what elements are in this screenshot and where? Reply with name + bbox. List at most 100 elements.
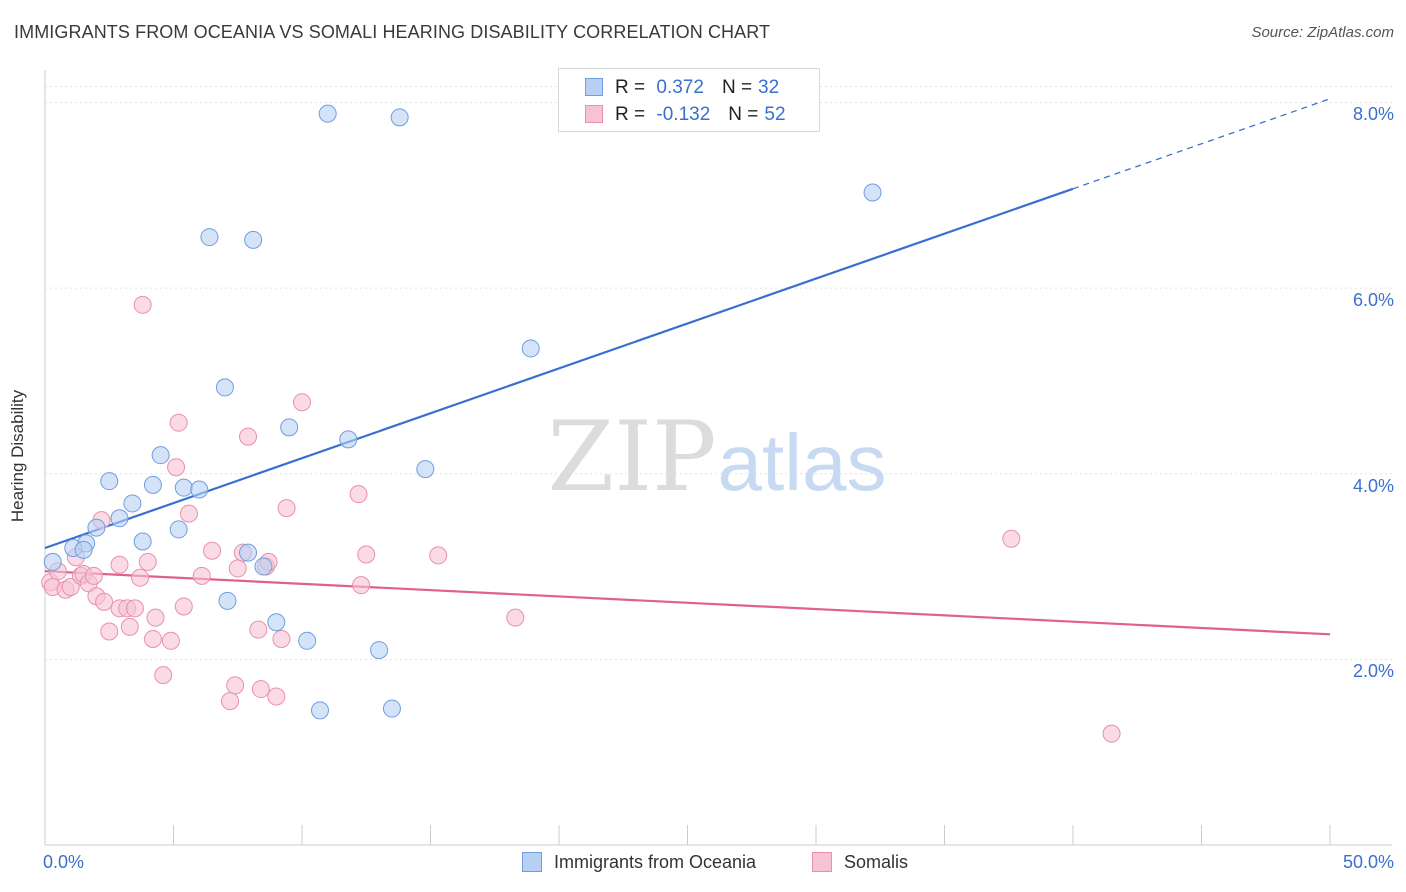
point-oceania — [244, 230, 263, 249]
bottom-legend-label-oceania: Immigrants from Oceania — [554, 852, 757, 872]
point-somalis — [272, 629, 291, 648]
bottom-legend-oceania: Immigrants from Oceania — [522, 852, 756, 873]
watermark-atlas: atlas — [718, 418, 887, 507]
point-oceania — [254, 557, 273, 576]
watermark-zip: ZIP — [547, 401, 716, 513]
point-somalis — [293, 393, 311, 412]
bottom-legend-label-somalis: Somalis — [844, 852, 909, 872]
point-somalis — [226, 676, 245, 695]
trend-line-somalis — [44, 570, 1331, 636]
x-tick-label-min: 0.0% — [43, 852, 85, 872]
point-oceania — [239, 543, 258, 562]
point-somalis — [120, 617, 139, 636]
point-somalis — [277, 499, 296, 518]
trend-line-oceania-extension — [1072, 98, 1331, 190]
point-oceania — [169, 520, 188, 539]
y-tick-label: 4.0% — [1352, 475, 1394, 496]
point-oceania — [218, 591, 237, 610]
correlation-legend: R = 0.372 N = 32 R = -0.132 N = 52 — [558, 68, 820, 132]
point-somalis — [146, 608, 165, 627]
legend-r-label: R = — [615, 104, 646, 125]
trend-lines — [44, 98, 1331, 636]
chart-title: IMMIGRANTS FROM OCEANIA VS SOMALI HEARIN… — [14, 22, 771, 42]
point-oceania — [215, 378, 234, 397]
point-oceania — [267, 613, 286, 632]
point-oceania — [390, 108, 409, 127]
point-somalis — [429, 546, 448, 565]
point-oceania — [123, 494, 142, 513]
point-oceania — [416, 460, 435, 479]
point-somalis — [138, 552, 157, 571]
legend-n-label: N = — [721, 77, 753, 98]
point-somalis — [110, 555, 129, 574]
point-somalis — [167, 458, 186, 477]
point-oceania — [174, 478, 193, 497]
point-somalis — [125, 599, 144, 618]
legend-n-label: N = — [728, 104, 759, 125]
point-somalis — [249, 620, 268, 639]
bottom-legend-somalis: Somalis — [812, 852, 908, 873]
point-somalis — [506, 608, 525, 627]
legend-swatch-somalis — [585, 105, 603, 123]
point-oceania — [318, 104, 337, 123]
y-tick-label: 8.0% — [1352, 104, 1394, 125]
point-oceania — [190, 480, 209, 499]
point-somalis — [161, 631, 180, 650]
point-somalis — [352, 576, 371, 595]
point-somalis — [192, 566, 211, 585]
legend-row-somalis: R = -0.132 N = 52 — [585, 104, 786, 126]
point-somalis — [357, 545, 376, 564]
point-somalis — [61, 577, 80, 596]
point-oceania — [100, 472, 119, 491]
point-oceania — [200, 228, 219, 247]
point-somalis — [1102, 724, 1121, 743]
y-tick-label: 2.0% — [1352, 661, 1394, 682]
point-somalis — [133, 295, 152, 314]
point-somalis — [228, 559, 247, 578]
source-label: Source: ZipAtlas.com — [1251, 24, 1394, 41]
point-oceania — [382, 699, 401, 718]
point-oceania — [521, 339, 540, 358]
legend-r-value-oceania: 0.372 — [656, 77, 704, 98]
legend-n-value-somalis: 52 — [764, 104, 786, 125]
point-somalis — [174, 597, 193, 616]
legend-r-value-somalis: -0.132 — [656, 104, 711, 125]
point-somalis — [1002, 529, 1021, 548]
point-oceania — [74, 540, 93, 559]
point-somalis — [84, 566, 103, 585]
bottom-legend-swatch-somalis — [812, 852, 832, 872]
point-somalis — [267, 687, 286, 706]
point-oceania — [280, 418, 299, 437]
point-somalis — [221, 692, 240, 711]
point-somalis — [349, 485, 368, 504]
point-oceania — [143, 475, 162, 494]
point-oceania — [43, 552, 62, 571]
point-somalis — [100, 622, 119, 641]
point-oceania — [110, 509, 129, 528]
legend-swatch-oceania — [585, 78, 603, 96]
legend-n-value-oceania: 32 — [758, 77, 780, 98]
point-oceania — [87, 518, 106, 537]
point-oceania — [339, 430, 358, 449]
point-oceania — [310, 701, 329, 720]
point-oceania — [151, 446, 170, 465]
point-somalis — [203, 541, 222, 560]
point-somalis — [251, 680, 270, 699]
x-tick-label-max: 50.0% — [1342, 852, 1394, 872]
point-somalis — [143, 629, 162, 648]
legend-row-oceania: R = 0.372 N = 32 — [585, 77, 779, 99]
point-oceania — [863, 183, 882, 202]
legend-r-label: R = — [615, 77, 646, 98]
point-somalis — [95, 592, 114, 611]
y-tick-label: 6.0% — [1352, 290, 1394, 311]
grid — [45, 85, 1392, 660]
point-somalis — [131, 568, 150, 587]
point-somalis — [239, 427, 258, 446]
bottom-legend-swatch-oceania — [522, 852, 542, 872]
point-oceania — [133, 532, 152, 551]
point-somalis — [179, 504, 198, 523]
point-somalis — [169, 413, 188, 432]
trend-line-oceania — [44, 187, 1074, 550]
point-oceania — [370, 641, 389, 660]
